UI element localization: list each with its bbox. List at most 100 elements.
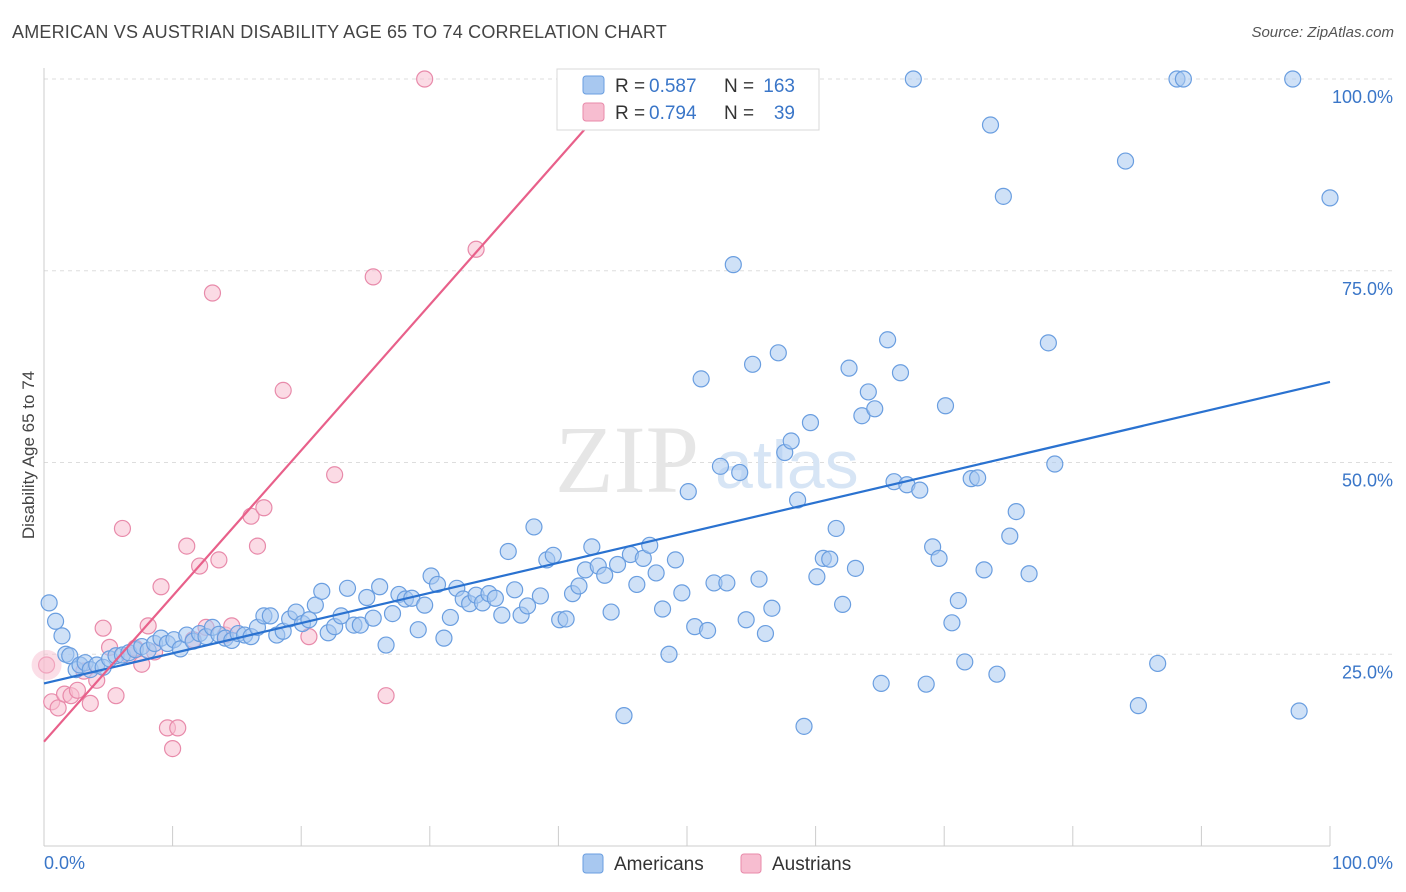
americans-point: [943, 614, 961, 632]
americans-point: [46, 612, 65, 630]
americans-point: [358, 588, 376, 607]
americans-point: [872, 674, 890, 692]
austrians-point: [248, 537, 267, 555]
americans-point: [917, 675, 935, 693]
americans-point: [750, 570, 768, 588]
americans-point: [673, 584, 691, 602]
chart-title: AMERICAN VS AUSTRIAN DISABILITY AGE 65 T…: [12, 22, 667, 42]
legend-austrians-n-label: N =: [724, 103, 754, 124]
austrians-point: [31, 649, 62, 680]
americans-point: [493, 606, 511, 624]
americans-point: [801, 414, 820, 432]
legend-americans-n-label: N =: [724, 76, 754, 97]
americans-point: [834, 595, 852, 613]
americans-point: [409, 621, 427, 639]
watermark-zip: ZIP: [555, 406, 699, 513]
legend-austrians-r-value: 0.794: [649, 103, 697, 124]
americans-point: [859, 383, 877, 401]
americans-point: [988, 665, 1006, 683]
americans-point: [518, 597, 537, 615]
americans-point: [608, 555, 627, 574]
americans-point: [737, 611, 755, 629]
americans-point: [1321, 189, 1339, 207]
americans-point: [743, 355, 762, 373]
americans-point: [827, 519, 845, 538]
legend-austrians-r-label: R =: [615, 103, 645, 124]
americans-point: [261, 607, 279, 625]
americans-point: [756, 624, 775, 643]
y-tick-label: 75.0%: [1342, 279, 1393, 299]
americans-point: [724, 256, 742, 274]
y-axis-label: Disability Age 65 to 74: [19, 371, 38, 539]
y-axis-tick-labels: 25.0% 50.0% 75.0% 100.0%: [1332, 87, 1393, 682]
legend-stats: R = 0.587 N = 163 R = 0.794 N = 39: [556, 68, 820, 131]
legend-austrians-n-value: 39: [774, 103, 795, 124]
americans-point: [936, 397, 955, 415]
americans-point: [435, 629, 453, 647]
austrians-point: [203, 284, 222, 302]
americans-point: [956, 653, 974, 671]
americans-point: [1039, 334, 1057, 352]
americans-point: [692, 370, 710, 388]
americans-point: [698, 621, 717, 640]
americans-point: [930, 549, 948, 567]
americans-point: [866, 400, 884, 418]
americans-point: [795, 717, 813, 735]
source-label: Source: ZipAtlas.com: [1251, 24, 1394, 41]
americans-point: [615, 707, 633, 725]
americans-point: [969, 469, 987, 487]
americans-point: [428, 575, 447, 594]
austrians-point: [364, 268, 382, 286]
legend-series: Americans Austrians: [582, 853, 851, 875]
americans-point: [583, 538, 601, 556]
americans-point: [596, 566, 614, 584]
austrians-point: [326, 466, 344, 484]
americans-point: [653, 600, 672, 618]
americans-point: [628, 575, 646, 594]
legend-americans-r-label: R =: [615, 76, 645, 97]
americans-point: [1129, 697, 1147, 715]
americans-point: [846, 559, 865, 577]
austrians-point: [467, 240, 485, 258]
americans-points: [40, 70, 1339, 735]
americans-point: [1007, 502, 1025, 521]
austrians-point: [152, 578, 170, 596]
americans-point: [808, 568, 826, 586]
gridlines: [44, 78, 1393, 655]
americans-point: [1001, 527, 1019, 545]
austrians-point: [210, 551, 228, 569]
americans-point: [570, 577, 588, 595]
austrians-point: [416, 70, 434, 88]
austrians-point: [81, 694, 99, 712]
americans-point: [531, 587, 549, 605]
x-tick-label-max: 100.0%: [1332, 853, 1393, 873]
legend-austrians-swatch: [582, 102, 605, 122]
austrians-point: [68, 681, 87, 699]
americans-point: [499, 542, 517, 561]
legend-americans-n-value: 163: [763, 76, 795, 97]
americans-point: [994, 187, 1012, 205]
americans-point: [506, 581, 524, 599]
legend-bottom-americans-swatch: [582, 853, 604, 874]
americans-point: [981, 116, 1000, 134]
legend-bottom-americans-label: Americans: [614, 854, 704, 875]
americans-point: [1116, 152, 1135, 170]
austrians-trend-line: [43, 78, 630, 743]
americans-point: [416, 596, 434, 614]
americans-point: [364, 609, 382, 627]
americans-point: [660, 645, 678, 663]
americans-point: [975, 561, 993, 579]
americans-point: [1290, 702, 1308, 720]
americans-point: [891, 364, 910, 382]
americans-point: [731, 463, 749, 482]
americans-point: [679, 483, 697, 501]
americans-point: [904, 70, 922, 88]
americans-point: [557, 610, 575, 628]
americans-point: [840, 359, 858, 377]
y-tick-label: 100.0%: [1332, 87, 1393, 107]
y-tick-label: 25.0%: [1342, 662, 1393, 682]
austrians-point: [377, 687, 395, 705]
austrians-point: [113, 519, 132, 538]
americans-point: [1284, 70, 1302, 88]
